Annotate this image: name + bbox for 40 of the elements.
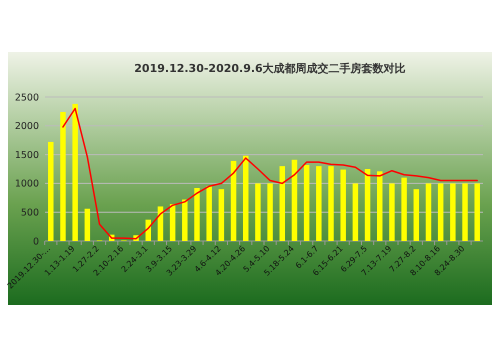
bar bbox=[280, 166, 286, 241]
y-tick-label: 2500 bbox=[14, 92, 39, 104]
bar bbox=[438, 183, 444, 241]
bar bbox=[170, 204, 176, 241]
bar bbox=[401, 178, 407, 241]
bar bbox=[158, 206, 164, 241]
bar bbox=[182, 200, 188, 241]
y-tick-label: 2000 bbox=[14, 121, 39, 132]
y-tick-label: 1000 bbox=[14, 178, 39, 190]
y-tick-label: 0 bbox=[32, 236, 39, 248]
bar bbox=[292, 160, 298, 241]
bar bbox=[450, 183, 456, 241]
bar bbox=[414, 189, 420, 241]
bar bbox=[364, 169, 370, 241]
bar bbox=[255, 183, 261, 241]
bar bbox=[218, 189, 224, 241]
bar bbox=[230, 160, 236, 241]
bar bbox=[60, 112, 66, 241]
bar bbox=[194, 188, 200, 241]
bar bbox=[462, 183, 468, 241]
bar bbox=[389, 183, 395, 241]
bar bbox=[267, 183, 273, 241]
bar bbox=[377, 171, 382, 241]
chart-title: 2019.12.30-2020.9.6大成都周成交二手房套数对比 bbox=[134, 62, 406, 75]
bar bbox=[242, 156, 248, 241]
bar bbox=[72, 104, 78, 241]
bar bbox=[426, 183, 432, 241]
bar bbox=[48, 142, 54, 241]
bar bbox=[352, 183, 358, 241]
bar bbox=[328, 166, 334, 241]
bar bbox=[316, 166, 322, 241]
bar bbox=[340, 170, 346, 241]
bar bbox=[84, 208, 90, 241]
bar bbox=[146, 220, 151, 241]
y-tick-label: 1500 bbox=[14, 150, 39, 161]
bar bbox=[304, 164, 310, 241]
bar bbox=[206, 186, 212, 241]
line-series bbox=[62, 108, 478, 240]
bar bbox=[474, 183, 480, 241]
y-tick-label: 500 bbox=[20, 208, 39, 219]
